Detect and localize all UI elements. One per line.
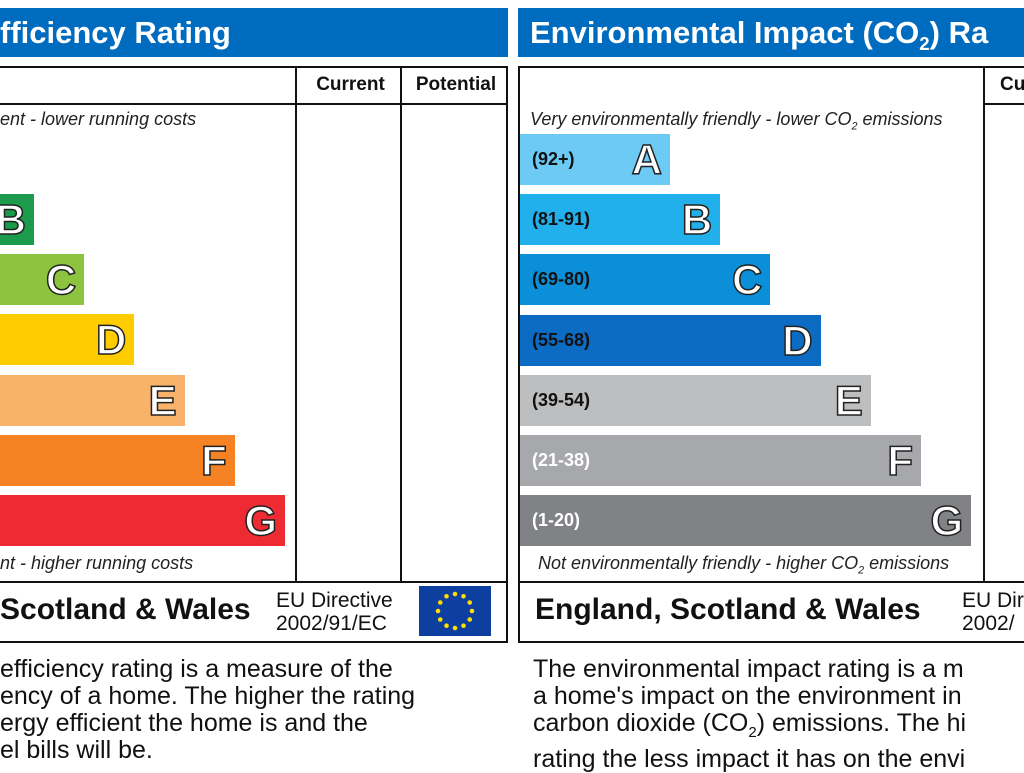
eu-line-1: EU Directive bbox=[276, 589, 393, 612]
environment-band-c: (69-80) C bbox=[520, 254, 771, 306]
star-icon bbox=[444, 593, 449, 599]
desc-text: ) emissions. The hi bbox=[756, 709, 967, 737]
desc-sub: 2 bbox=[748, 724, 757, 741]
environment-title: Environmental Impact (CO bbox=[530, 15, 920, 50]
star-icon bbox=[452, 625, 458, 631]
star-icon bbox=[437, 600, 443, 605]
eu-line-2: 2002/91/EC bbox=[276, 612, 387, 635]
star-icon bbox=[452, 591, 458, 597]
band-range: (1-20) bbox=[532, 510, 581, 531]
eu-line-1: EU Dir bbox=[962, 589, 1024, 612]
band-letter: D bbox=[781, 316, 813, 365]
environment-band-g: (1-20) G bbox=[520, 495, 972, 547]
note-sub: 2 bbox=[858, 564, 865, 577]
band-range: (81-91) bbox=[532, 209, 591, 230]
desc-text: carbon dioxide (CO bbox=[533, 709, 749, 737]
star-icon bbox=[437, 617, 443, 622]
environment-eu-directive: EU Dir 2002/ bbox=[962, 589, 1024, 635]
band-letter: E bbox=[148, 376, 178, 425]
environment-region: England, Scotland & Wales bbox=[535, 593, 921, 626]
energy-region: Scotland & Wales bbox=[0, 593, 251, 626]
eu-line-2: 2002/ bbox=[962, 612, 1015, 635]
band-letter: C bbox=[45, 255, 77, 304]
band-range: (39-54) bbox=[532, 389, 591, 410]
title-subscript: 2 bbox=[919, 33, 930, 55]
energy-band-b: B bbox=[0, 194, 34, 245]
band-letter: E bbox=[834, 376, 864, 425]
band-letter: A bbox=[631, 135, 663, 184]
environment-top-note: Very environmentally friendly - lower CO… bbox=[530, 109, 943, 133]
band-range: (55-68) bbox=[532, 329, 591, 350]
environment-table bbox=[518, 66, 1024, 643]
desc-line: ency of a home. The higher the rating bbox=[0, 682, 416, 710]
band-letter: F bbox=[887, 436, 914, 485]
desc-line: a home's impact on the environment in bbox=[533, 682, 962, 710]
desc-line: ergy efficient the home is and the bbox=[0, 709, 368, 737]
environment-description: The environmental impact rating is a m a… bbox=[533, 656, 966, 773]
band-letter: B bbox=[0, 195, 27, 244]
band-range: (92+) bbox=[532, 149, 575, 169]
energy-band-f: F bbox=[0, 434, 235, 486]
note-text: Very environmentally friendly - lower CO bbox=[530, 109, 852, 129]
star-icon bbox=[467, 600, 473, 605]
desc-line: efficiency rating is a measure of the bbox=[0, 655, 393, 683]
environment-col-current: Cu bbox=[1000, 74, 1024, 95]
energy-title-bar: fficiency Rating bbox=[0, 8, 508, 57]
energy-band-e: E bbox=[0, 374, 185, 426]
star-icon bbox=[467, 617, 473, 622]
energy-bottom-note: nt - higher running costs bbox=[0, 553, 194, 573]
desc-line: el bills will be. bbox=[0, 736, 153, 764]
environment-band-a: (92+) A bbox=[520, 134, 670, 185]
note-text: emissions bbox=[857, 109, 943, 129]
star-icon bbox=[461, 593, 466, 599]
environment-band-f: (21-38) F bbox=[520, 435, 921, 486]
band-letter: D bbox=[95, 316, 127, 365]
star-icon bbox=[444, 623, 449, 629]
energy-eu-directive: EU Directive 2002/91/EC bbox=[276, 589, 393, 635]
band-letter: F bbox=[200, 436, 227, 485]
eu-flag-icon bbox=[419, 586, 491, 636]
band-letter: G bbox=[930, 496, 964, 545]
environment-band-b: (81-91) B bbox=[520, 194, 721, 246]
note-text: Not environmentally friendly - higher CO bbox=[538, 553, 859, 573]
energy-col-potential: Potential bbox=[415, 74, 497, 95]
energy-top-note: ent - lower running costs bbox=[0, 109, 197, 129]
environment-band-e: (39-54) E bbox=[520, 374, 871, 426]
band-range: (21-38) bbox=[532, 450, 591, 470]
energy-description: efficiency rating is a measure of the en… bbox=[0, 656, 415, 764]
star-icon bbox=[461, 623, 466, 629]
energy-band-c: C bbox=[0, 254, 85, 306]
star-icon bbox=[435, 608, 441, 614]
band-letter: B bbox=[681, 195, 713, 244]
band-range: (69-80) bbox=[532, 269, 591, 290]
energy-col-current: Current bbox=[316, 74, 385, 95]
desc-line: rating the less impact it has on the env… bbox=[533, 745, 966, 773]
energy-title: fficiency Rating bbox=[0, 15, 231, 50]
energy-table bbox=[0, 66, 508, 643]
desc-line: carbon dioxide (CO2) emissions. The hi bbox=[533, 710, 966, 746]
environment-band-d: (55-68) D bbox=[520, 314, 821, 366]
environment-bottom-note: Not environmentally friendly - higher CO… bbox=[538, 553, 949, 577]
energy-band-g: G bbox=[0, 495, 285, 546]
band-letter: G bbox=[244, 496, 278, 545]
environment-title-bar: Environmental Impact (CO2) Ra bbox=[518, 8, 1024, 57]
note-sub: 2 bbox=[851, 120, 858, 133]
title-suffix: ) Ra bbox=[929, 15, 989, 50]
desc-line: The environmental impact rating is a m bbox=[533, 655, 964, 683]
energy-band-d: D bbox=[0, 314, 135, 366]
band-letter: C bbox=[731, 256, 763, 305]
star-icon bbox=[469, 608, 475, 614]
note-text: emissions bbox=[864, 553, 950, 573]
